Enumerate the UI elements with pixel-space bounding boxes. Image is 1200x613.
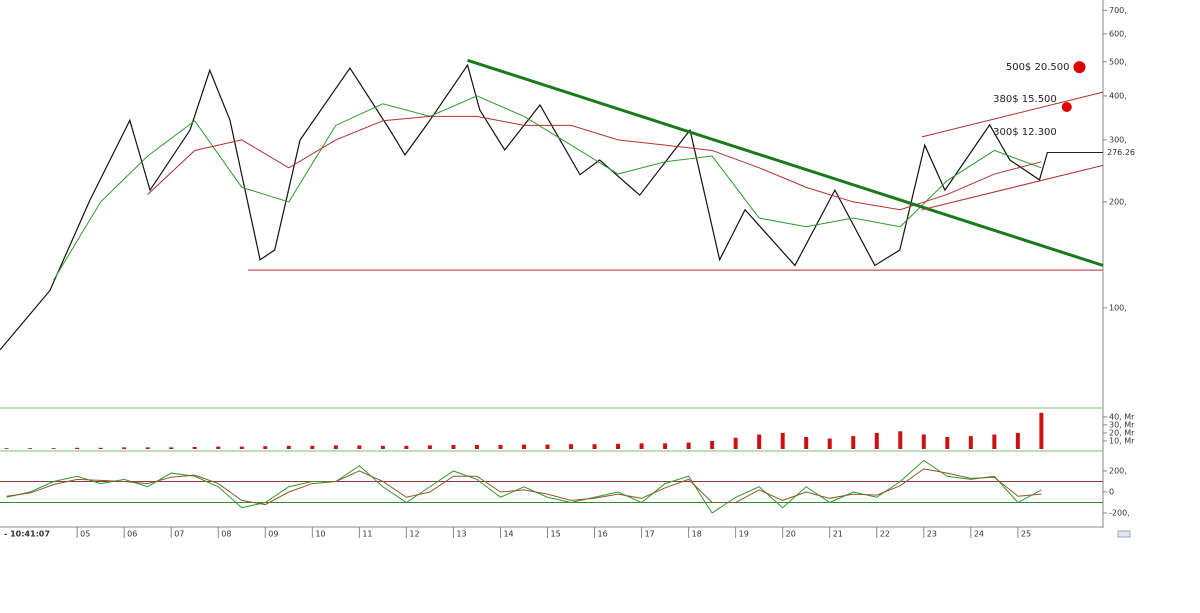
volume-bar [663, 443, 668, 449]
volume-bar [968, 436, 973, 449]
volume-bar [310, 445, 315, 449]
x-tick-label: 21 [833, 530, 843, 539]
y-tick-label: 300, [1109, 135, 1127, 144]
y-tick-label: 100, [1109, 303, 1127, 312]
volume-bar [51, 448, 56, 449]
y-tick-label: 200, [1109, 197, 1127, 206]
y-tick-label: 10, Mr [1109, 436, 1135, 445]
volume-bar [75, 447, 80, 449]
x-tick-label: 22 [880, 530, 890, 539]
x-tick-label: 08 [221, 530, 231, 539]
x-tick-label: 11 [362, 530, 372, 539]
scroll-icon [1117, 530, 1131, 538]
y-tick-label: 400, [1109, 91, 1127, 100]
volume-bar [145, 447, 150, 449]
volume-bar [710, 440, 715, 449]
volume-bar [733, 437, 738, 449]
volume-bar [169, 447, 174, 449]
y-tick-label: 20, Mr [1109, 428, 1135, 437]
annotation: 500$ 20.500 [1006, 62, 1070, 73]
x-tick-label: 24 [974, 530, 984, 539]
volume-bar [616, 443, 621, 449]
x-tick-label: 09 [268, 530, 278, 539]
y-tick-label: 700, [1109, 6, 1127, 15]
volume-bar [780, 432, 785, 449]
volume-bar [569, 444, 574, 449]
target-dot [1073, 61, 1086, 74]
y-tick-label: 30, Mr [1109, 420, 1135, 429]
volume-bar [992, 434, 997, 449]
x-tick-label: 19 [739, 530, 749, 539]
volume-bar [192, 446, 197, 449]
volume-bar [4, 448, 9, 449]
volume-bar [851, 436, 856, 449]
x-tick-label: 25 [1021, 530, 1031, 539]
x-tick-label: 14 [503, 530, 513, 539]
trend-line [921, 91, 1104, 138]
x-tick-label: 15 [551, 530, 561, 539]
volume-bar [592, 444, 597, 449]
volume-bar [1015, 432, 1020, 449]
y-tick-label: 200, [1109, 466, 1127, 475]
volume-bar [239, 446, 244, 449]
y-tick-label: -200, [1109, 509, 1130, 518]
x-tick-label: 07 [174, 530, 184, 539]
x-tick-label: 20 [786, 530, 796, 539]
y-tick-label: 600, [1109, 29, 1127, 38]
volume-bar [1039, 412, 1044, 449]
series-line [0, 63, 1049, 351]
volume-bar [639, 443, 644, 449]
trend-line [921, 164, 1104, 211]
volume-bar [804, 436, 809, 449]
x-tick-label: 16 [598, 530, 608, 539]
y-tick-label: 0 [1109, 487, 1114, 496]
volume-bar [874, 432, 879, 449]
series-line [147, 115, 1042, 211]
target-dot [1061, 102, 1072, 113]
x-tick-label: 05 [80, 530, 90, 539]
volume-bar [333, 445, 338, 449]
volume-bar [28, 448, 33, 449]
volume-bar [404, 445, 409, 449]
x-tick-label: 13 [456, 530, 466, 539]
volume-bar [357, 445, 362, 449]
y-tick-label: 500, [1109, 57, 1127, 66]
volume-bar [521, 444, 526, 449]
volume-bar [380, 445, 385, 449]
last-price-label: 276.26 [1107, 148, 1135, 157]
volume-bar [498, 444, 503, 449]
volume-bar [263, 446, 268, 449]
annotation: 300$ 12.300 [993, 127, 1057, 138]
x-tick-label: 17 [645, 530, 655, 539]
y-tick-label: 40, Mr [1109, 412, 1135, 421]
x-tick-label: 18 [692, 530, 702, 539]
volume-bar [921, 434, 926, 449]
volume-bar [898, 431, 903, 449]
volume-bar [451, 444, 456, 449]
volume-bar [216, 446, 221, 449]
volume-bar [757, 434, 762, 449]
series-line [6, 459, 1042, 514]
trend-line [467, 58, 1104, 267]
x-tick-label: 06 [127, 530, 137, 539]
x-tick-label: 12 [409, 530, 419, 539]
x-tick-label: 10 [315, 530, 325, 539]
annotation: 380$ 15.500 [993, 94, 1057, 105]
series-line [6, 468, 1042, 506]
volume-bar [474, 444, 479, 449]
volume-bar [98, 447, 103, 449]
volume-bar [827, 438, 832, 449]
volume-bar [122, 447, 127, 449]
volume-bar [686, 442, 691, 449]
volume-bar [427, 445, 432, 449]
volume-bar [545, 444, 550, 449]
volume-bar [945, 436, 950, 449]
x-tick-label: 23 [927, 530, 937, 539]
volume-bar [286, 445, 291, 449]
time-label: - 10:41:07 [4, 530, 50, 539]
series-line [53, 95, 1042, 281]
